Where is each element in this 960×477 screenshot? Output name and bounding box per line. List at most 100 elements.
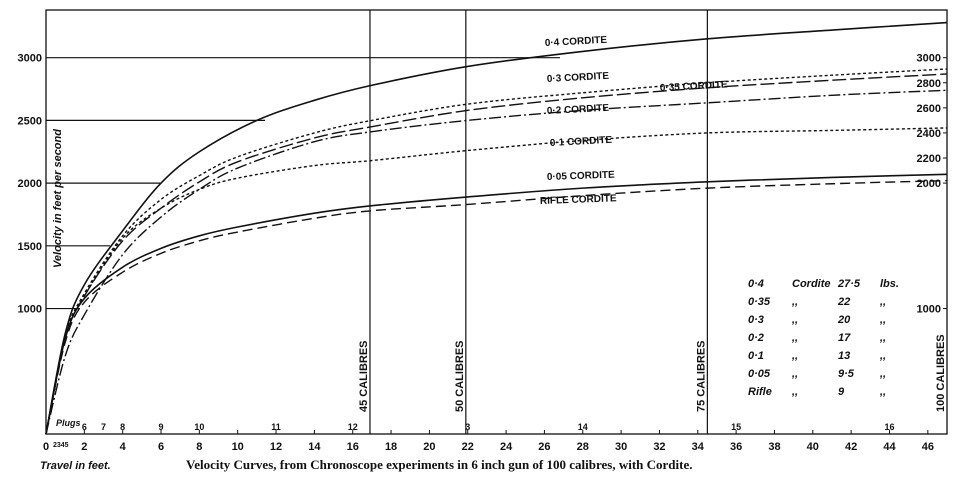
y-tick-label-left: 1000 — [18, 304, 42, 316]
legend-cell: 17 — [838, 332, 851, 344]
legend-cell: 9·5 — [838, 368, 855, 380]
plot-frame — [45, 9, 948, 435]
x-tick-label: 8 — [196, 441, 202, 453]
series-line — [45, 89, 948, 435]
plug-mark-label: 3 — [465, 422, 470, 432]
x-tick-label: 0 — [43, 441, 49, 453]
legend-cell: ,, — [791, 350, 798, 362]
plug-mark-label: 12 — [348, 422, 358, 432]
x-tick-label: 44 — [883, 441, 896, 453]
legend-cell: ,, — [791, 368, 798, 380]
legend-cell: ,, — [791, 386, 798, 398]
plug-mark-label: 7 — [101, 422, 106, 432]
y-tick-label-left: 1500 — [18, 241, 42, 253]
series-label: 0·4 CORDITE — [545, 35, 608, 49]
legend-cell: lbs. — [880, 278, 899, 290]
charge-legend-table: 0·4 Cordite 27·5 lbs. 0·35,, 22 ,, 0·3,, 20 ,, 0·2… — [748, 278, 899, 398]
legend-cell: ,, — [791, 296, 798, 308]
plug-mark-label: 14 — [578, 422, 588, 432]
legend-cell: 20 — [837, 314, 851, 326]
series-line — [45, 173, 948, 435]
calibre-label: 75 CALIBRES — [695, 340, 707, 412]
legend-cell: 0·4 — [748, 278, 764, 290]
legend-cell: 0·1 — [748, 350, 764, 362]
x-tick-label: 36 — [730, 441, 742, 453]
x-tick-label: 12 — [270, 441, 282, 453]
y-tick-label-right: 2600 — [917, 103, 941, 115]
plug-mark-label: 6 — [82, 422, 87, 432]
x-tick-label: 32 — [653, 441, 665, 453]
x-axis-label: Travel in feet. — [40, 460, 111, 472]
legend-cell: 0·2 — [748, 332, 764, 344]
x-tick-label: 28 — [577, 441, 589, 453]
legend-cell: ,, — [791, 314, 798, 326]
legend-cell: ,, — [879, 314, 886, 326]
plug-mark-label: 9 — [159, 422, 164, 432]
y-tick-label-left: 2000 — [18, 178, 42, 190]
x-tick-label: 46 — [922, 441, 934, 453]
calibre-label: 100 CALIBRES — [935, 334, 947, 412]
legend-cell: 13 — [838, 350, 850, 362]
legend-cell: ,, — [879, 368, 886, 380]
x-tick-label: 34 — [692, 441, 705, 453]
series-line — [45, 73, 948, 435]
plug-mark-label: 8 — [120, 422, 125, 432]
x-tick-label: 18 — [385, 441, 397, 453]
y-tick-label-right: 1000 — [917, 304, 941, 316]
series-label: 0·1 CORDITE — [550, 135, 613, 149]
legend-cell: 0·35 — [748, 296, 771, 308]
x-tick-label: 2 — [81, 441, 87, 453]
x-tick-label: 16 — [347, 441, 359, 453]
plugs-label: Plugs — [56, 418, 81, 428]
y-tick-label-right: 3000 — [917, 53, 941, 65]
calibre-label: 50 CALIBRES — [454, 340, 466, 412]
legend-cell: Cordite — [792, 278, 831, 290]
legend-cell: 22 — [837, 296, 850, 308]
series-label: RIFLE CORDITE — [540, 193, 617, 207]
y-axis-label: Velocity in feet per second — [52, 129, 64, 268]
x-tick-label: 40 — [807, 441, 819, 453]
chart-title: Velocity Curves, from Chronoscope experi… — [186, 457, 693, 472]
x-minor-tick-labels: 2345 — [53, 442, 69, 449]
series-label: 0·35 CORDITE — [660, 79, 729, 94]
x-tick-label: 24 — [500, 441, 513, 453]
series-label: 0·3 CORDITE — [547, 71, 610, 85]
y-tick-label-left: 2500 — [18, 115, 42, 127]
plug-mark-label: 15 — [731, 422, 741, 432]
legend-cell: 9 — [838, 386, 845, 398]
series-line — [45, 179, 948, 435]
series-line — [45, 68, 948, 435]
y-tick-label-right: 2200 — [917, 153, 941, 165]
x-tick-label: 10 — [232, 441, 244, 453]
legend-cell: Rifle — [748, 386, 772, 398]
y-tick-label-right: 2000 — [917, 178, 941, 190]
series-line — [45, 21, 948, 435]
x-tick-label: 42 — [845, 441, 857, 453]
calibre-label: 45 CALIBRES — [358, 340, 370, 412]
legend-cell: ,, — [879, 296, 886, 308]
legend-cell: 27·5 — [837, 278, 861, 290]
legend-cell: ,, — [879, 386, 886, 398]
x-tick-label: 22 — [462, 441, 474, 453]
plug-mark-label: 11 — [271, 422, 281, 432]
legend-cell: 0·05 — [748, 368, 771, 380]
series-label: 0·2 CORDITE — [547, 103, 610, 117]
plug-mark-label: 16 — [884, 422, 894, 432]
legend-cell: ,, — [791, 332, 798, 344]
y-tick-label-right: 2800 — [917, 78, 941, 90]
y-tick-label-left: 3000 — [18, 53, 42, 65]
x-tick-label: 30 — [615, 441, 627, 453]
legend-cell: ,, — [879, 350, 886, 362]
x-tick-label: 6 — [158, 441, 164, 453]
x-tick-label: 38 — [768, 441, 780, 453]
legend-cell: ,, — [879, 332, 886, 344]
legend-cell: 0·3 — [748, 314, 764, 326]
x-tick-label: 26 — [538, 441, 550, 453]
x-tick-label: 4 — [120, 441, 127, 453]
x-tick-label: 14 — [308, 441, 321, 453]
y-tick-label-right: 2400 — [917, 128, 941, 140]
x-tick-label: 20 — [423, 441, 435, 453]
plug-mark-label: 10 — [194, 422, 204, 432]
